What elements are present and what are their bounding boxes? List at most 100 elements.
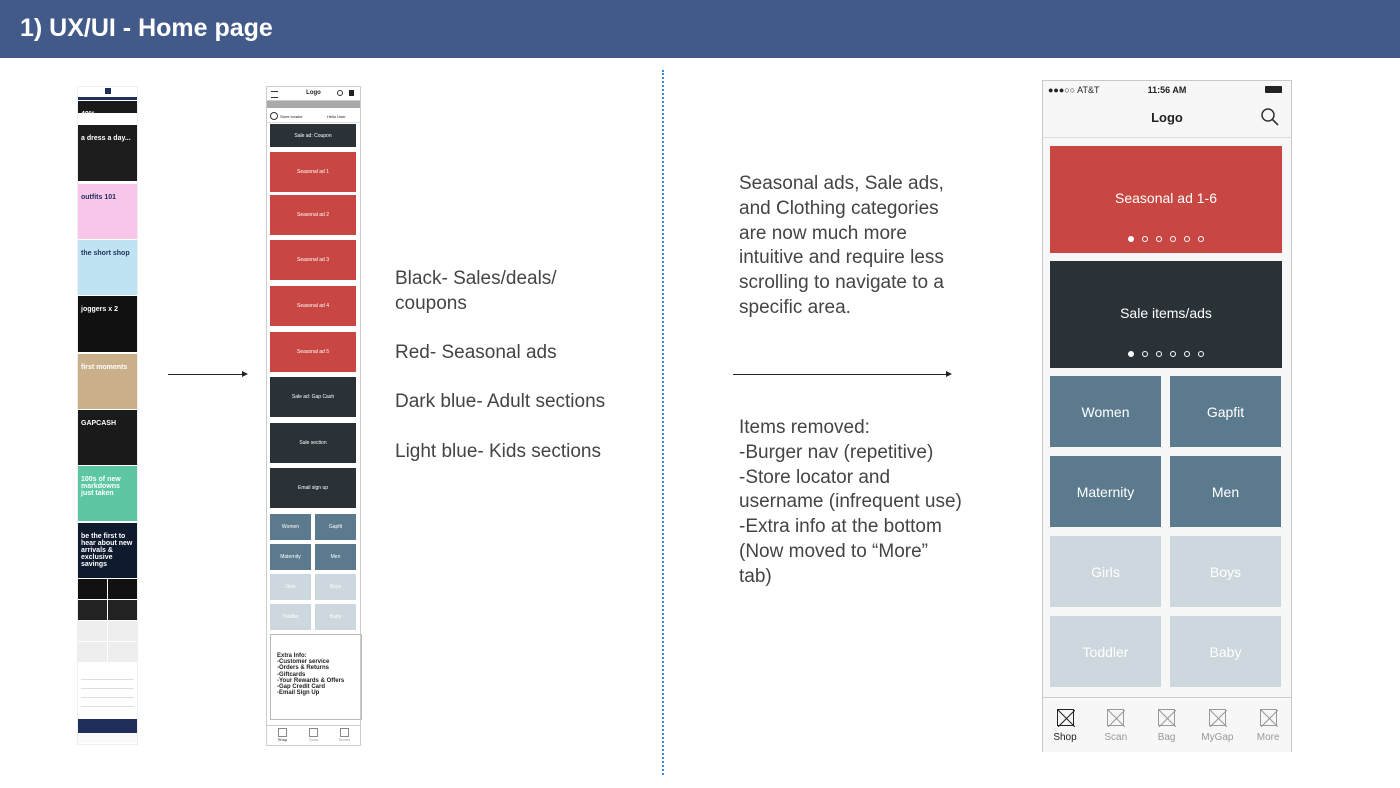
tab-label: More: [1256, 732, 1280, 743]
carousel-dots[interactable]: [1050, 236, 1282, 242]
wf-tab[interactable]: Scan: [298, 728, 329, 742]
wf-category-tile[interactable]: Boys: [315, 574, 356, 600]
strip-tile-text: 40%: [81, 111, 134, 113]
wf-block[interactable]: Seasonal ad 1: [270, 152, 356, 192]
wf-block[interactable]: Seasonal ad 2: [270, 195, 356, 235]
wf-extra-line: -Orders & Returns: [277, 665, 330, 672]
legend-black-line1: Black- Sales/deals/: [395, 268, 557, 289]
tab-placeholder-icon: [278, 728, 287, 737]
seasonal-carousel[interactable]: Seasonal ad 1-6: [1050, 146, 1282, 253]
tab-placeholder-icon: [1056, 709, 1075, 727]
description-line: Seasonal ads, Sale ads,: [739, 173, 944, 194]
strip-tile-text: 100s of new markdowns just taken: [81, 476, 121, 497]
strip-tile: be the first to hear about new arrivals …: [78, 523, 137, 578]
slide-header: [0, 0, 1400, 58]
wf-category-tile[interactable]: Gapfit: [315, 514, 356, 540]
cat-thumb: [78, 621, 107, 641]
wf-store-locator[interactable]: Store locator: [280, 114, 303, 119]
search-icon[interactable]: [337, 90, 343, 96]
cat-thumb: [78, 579, 107, 599]
gap-logo: [105, 88, 111, 94]
original-tabbar: [78, 733, 137, 743]
description-line: are now much more: [739, 222, 907, 244]
wf-extra-line: -Customer service: [277, 659, 330, 666]
strip-tile-text: outfits 101: [81, 194, 117, 201]
description-top: Seasonal ads, Sale ads, and Clothing cate…: [739, 172, 944, 321]
original-footer-bar: [78, 719, 137, 733]
strip-tile-text: be the first to hear about new arrivals …: [81, 533, 133, 568]
locator-icon[interactable]: [270, 112, 278, 120]
category-tile[interactable]: Baby: [1170, 616, 1281, 687]
wf-category-tile[interactable]: Girls: [270, 574, 311, 600]
wf-block[interactable]: Email sign up: [270, 468, 356, 508]
tab-placeholder-icon: [340, 728, 349, 737]
tab-bag[interactable]: Bag: [1142, 705, 1192, 743]
strip-tile: 40%: [78, 101, 137, 113]
search-icon[interactable]: [1260, 107, 1280, 127]
wf-category-tile[interactable]: Maternity: [270, 544, 311, 570]
cat-thumb: [108, 600, 137, 620]
tab-mygap[interactable]: MyGap: [1192, 705, 1242, 743]
category-tile[interactable]: Men: [1170, 456, 1281, 527]
wf-block[interactable]: Sale ad: Gap Cash: [270, 377, 356, 417]
wf-tab[interactable]: Stores: [329, 728, 360, 742]
battery-icon: [1265, 86, 1282, 93]
strip-tile-text: first moments: [81, 364, 128, 371]
category-tile[interactable]: Gapfit: [1170, 376, 1281, 447]
wf-tab[interactable]: Shop: [267, 728, 298, 742]
wf-tab-label: Stores: [338, 737, 351, 742]
cat-thumb: [78, 642, 107, 662]
legend-light-blue: Light blue- Kids sections: [395, 441, 601, 462]
tab-more[interactable]: More: [1243, 705, 1293, 743]
category-tile[interactable]: Toddler: [1050, 616, 1161, 687]
wf-category-tile[interactable]: Women: [270, 514, 311, 540]
category-tile[interactable]: Women: [1050, 376, 1161, 447]
strip-tile-text: joggers x 2: [81, 306, 118, 313]
category-tile[interactable]: Maternity: [1050, 456, 1161, 527]
original-site-screenshot: 40% a dress a day... outfits 101 the short …: [77, 86, 138, 745]
wf-block[interactable]: Sale section: [270, 423, 356, 463]
strip-tile: the short shop: [78, 240, 137, 295]
original-category-grid: [78, 579, 137, 667]
arrow-2-head: [946, 371, 952, 377]
wf-block[interactable]: Seasonal ad 5: [270, 332, 356, 372]
wf-block[interactable]: Sale ad: Coupon: [270, 124, 356, 147]
description-line: -Burger nav (repetitive): [739, 441, 934, 463]
sale-carousel[interactable]: Sale items/ads: [1050, 261, 1282, 368]
wireframe-mockup: Logo Shipping discount info Store locato…: [266, 86, 362, 746]
strip-tile: joggers x 2: [78, 296, 137, 352]
strip-tile: GAPCASH: [78, 410, 137, 465]
wf-locator-row: Store locator Hello User: [267, 110, 360, 123]
bag-icon[interactable]: [349, 90, 354, 96]
tab-label: Scan: [1104, 732, 1128, 743]
description-line: Items removed:: [739, 417, 870, 438]
wf-block[interactable]: Seasonal ad 3: [270, 240, 356, 280]
legend-red: Red- Seasonal ads: [395, 342, 557, 363]
description-line: (Now moved to “More”: [739, 540, 928, 562]
wf-category-tile[interactable]: Toddler: [270, 604, 311, 630]
strip-tile: first moments: [78, 354, 137, 409]
description-bottom: Items removed: -Burger nav (repetitive) -S…: [739, 416, 962, 590]
tab-shop[interactable]: Shop: [1040, 705, 1090, 743]
category-tile[interactable]: Boys: [1170, 536, 1281, 607]
tab-scan[interactable]: Scan: [1091, 705, 1141, 743]
carousel-dots[interactable]: [1050, 351, 1282, 357]
status-time: 11:56 AM: [1147, 85, 1187, 95]
legend-black-line2: coupons: [395, 293, 467, 314]
cat-thumb: [108, 579, 137, 599]
wf-category-tile[interactable]: Baby: [315, 604, 356, 630]
wf-category-tile[interactable]: Men: [315, 544, 356, 570]
wf-extra-line: -Email Sign Up: [277, 690, 320, 697]
wf-extra-info: Extra Info: -Customer service -Orders & Re…: [270, 634, 362, 720]
section-divider: [662, 70, 664, 775]
legend-dark-blue: Dark blue- Adult sections: [395, 391, 606, 412]
tab-placeholder-icon: [1208, 709, 1227, 727]
wf-extra-line: -Giftcards: [277, 671, 306, 678]
sale-label: Sale items/ads: [1120, 305, 1212, 321]
wf-block[interactable]: Seasonal ad 4: [270, 286, 356, 326]
strip-tile-text: GAPCASH: [81, 420, 117, 427]
tab-label: Shop: [1053, 732, 1077, 743]
description-line: intuitive and require less: [739, 247, 944, 269]
category-tile[interactable]: Girls: [1050, 536, 1161, 607]
burger-icon[interactable]: [271, 91, 278, 98]
